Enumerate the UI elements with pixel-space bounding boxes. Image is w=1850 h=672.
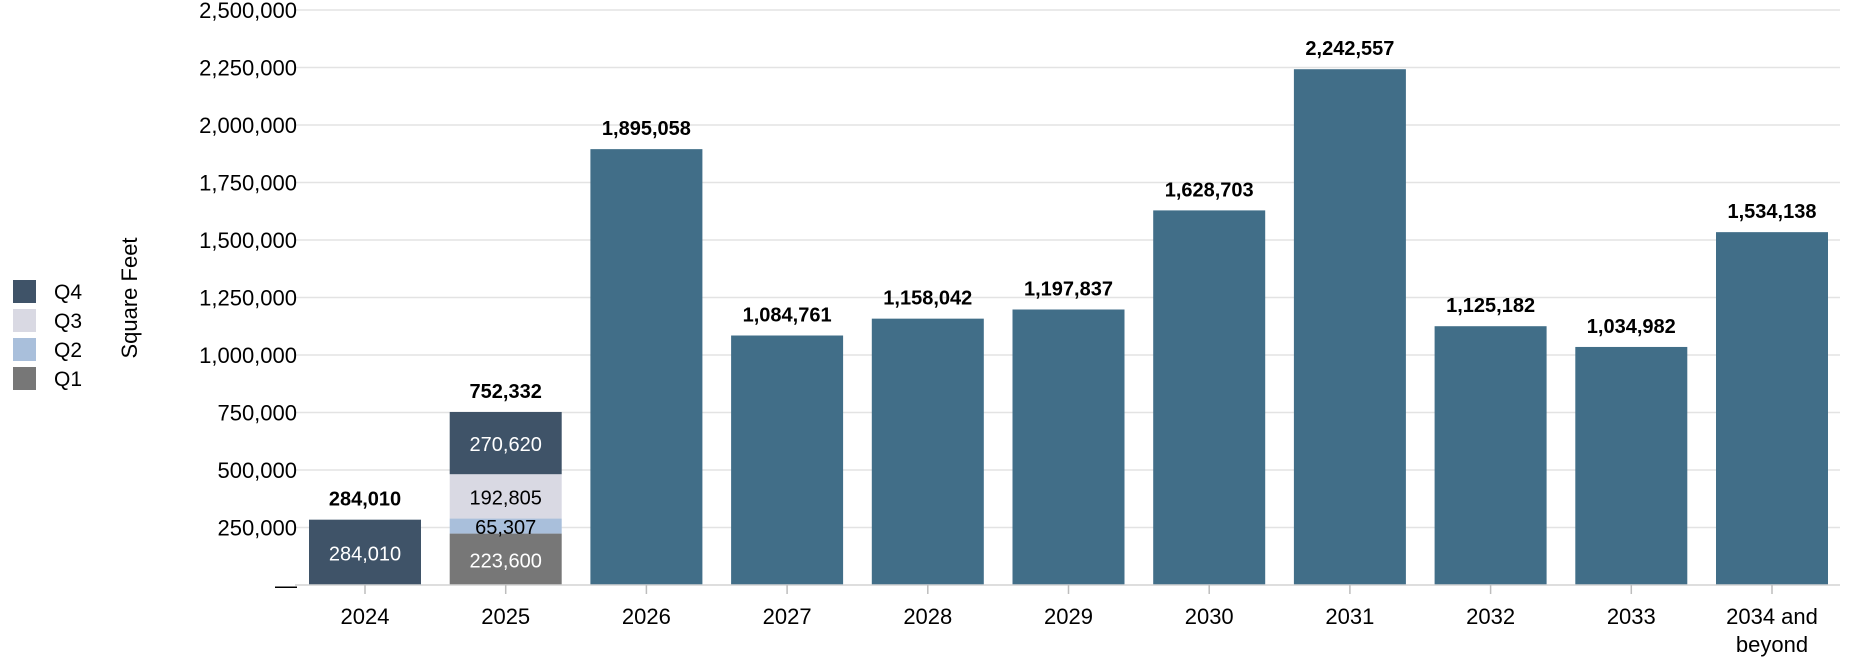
x-tick-label: 2028 bbox=[903, 604, 952, 629]
bar-segment bbox=[1153, 210, 1266, 585]
bar-segment bbox=[1434, 326, 1547, 585]
bar-segment bbox=[1012, 309, 1125, 585]
bar-total-label: 1,895,058 bbox=[602, 118, 691, 140]
legend-label: Q1 bbox=[54, 368, 82, 391]
bar-total-label: 1,158,042 bbox=[883, 288, 972, 310]
segment-label: 223,600 bbox=[470, 550, 542, 572]
legend-swatch bbox=[13, 338, 36, 361]
segment-label: 270,620 bbox=[470, 434, 542, 456]
x-tick-label: 2027 bbox=[763, 604, 812, 629]
x-axis: 2024 2025 2026 2027 2028 2029 2030 2031 2032 2033… bbox=[295, 584, 1840, 657]
legend-swatch bbox=[13, 367, 36, 390]
legend-label: Q2 bbox=[54, 339, 82, 362]
legend-swatch bbox=[13, 309, 36, 332]
y-tick-label: 1,750,000 bbox=[199, 171, 297, 196]
bar-segment bbox=[1575, 346, 1688, 585]
bar-total-label: 1,125,182 bbox=[1446, 295, 1535, 317]
x-tick-label: 2031 bbox=[1325, 604, 1374, 629]
segment-label: 284,010 bbox=[329, 543, 401, 565]
x-tick-label: 2024 bbox=[341, 604, 390, 629]
chart-legend: Q4 Q3 Q2 Q1 bbox=[13, 280, 82, 391]
x-tick-label: 2032 bbox=[1466, 604, 1515, 629]
y-tick-label: 2,500,000 bbox=[199, 0, 297, 23]
bar-segment bbox=[449, 518, 562, 534]
y-axis-label: Square Feet bbox=[117, 237, 142, 358]
y-tick-label: 1,250,000 bbox=[199, 286, 297, 311]
bar-total-label: 1,534,138 bbox=[1728, 201, 1817, 223]
bar-total-label: 1,628,703 bbox=[1165, 179, 1254, 201]
bar-segment bbox=[449, 474, 562, 519]
y-tick-label: 1,500,000 bbox=[199, 228, 297, 253]
y-axis-ticks: — 250,000 500,000 750,000 1,000,000 1,250,000… bbox=[199, 0, 297, 598]
bar-total-label: 1,084,761 bbox=[743, 305, 832, 327]
y-tick-label: 2,000,000 bbox=[199, 113, 297, 138]
y-tick-label: 750,000 bbox=[217, 401, 297, 426]
bar-total-label: 752,332 bbox=[470, 381, 542, 403]
x-tick-label: 2026 bbox=[622, 604, 671, 629]
x-tick-label: beyond bbox=[1736, 632, 1808, 657]
x-tick-label: 2029 bbox=[1044, 604, 1093, 629]
y-tick-label: — bbox=[275, 573, 297, 598]
segment-label: 65,307 bbox=[475, 517, 536, 539]
bar-total-label: 1,034,982 bbox=[1587, 316, 1676, 338]
bar-segment bbox=[1716, 232, 1828, 585]
y-tick-label: 1,000,000 bbox=[199, 343, 297, 368]
bar-segment bbox=[1293, 69, 1406, 585]
bar-total-label: 1,197,837 bbox=[1024, 278, 1113, 300]
bar-segment bbox=[590, 149, 703, 585]
y-tick-label: 250,000 bbox=[217, 516, 297, 541]
x-tick-label: 2025 bbox=[481, 604, 530, 629]
bar-total-label: 2,242,557 bbox=[1305, 38, 1394, 60]
bar-segment bbox=[309, 519, 421, 585]
segment-label: 192,805 bbox=[470, 487, 542, 509]
bar-segment bbox=[449, 533, 562, 585]
legend-label: Q4 bbox=[54, 281, 82, 304]
bar-segment bbox=[449, 411, 562, 475]
legend-swatch bbox=[13, 280, 36, 303]
x-tick-label: 2030 bbox=[1185, 604, 1234, 629]
legend-label: Q3 bbox=[54, 310, 82, 333]
bar-segment bbox=[871, 318, 984, 585]
bars: 284,010 284,010 223,600 65,307 192,805 270,62… bbox=[309, 38, 1828, 585]
bar-segment bbox=[731, 335, 844, 585]
y-tick-label: 500,000 bbox=[217, 458, 297, 483]
y-tick-label: 2,250,000 bbox=[199, 56, 297, 81]
x-tick-label: 2033 bbox=[1607, 604, 1656, 629]
x-tick-label: 2034 and bbox=[1726, 604, 1818, 629]
bar-total-label: 284,010 bbox=[329, 489, 401, 511]
